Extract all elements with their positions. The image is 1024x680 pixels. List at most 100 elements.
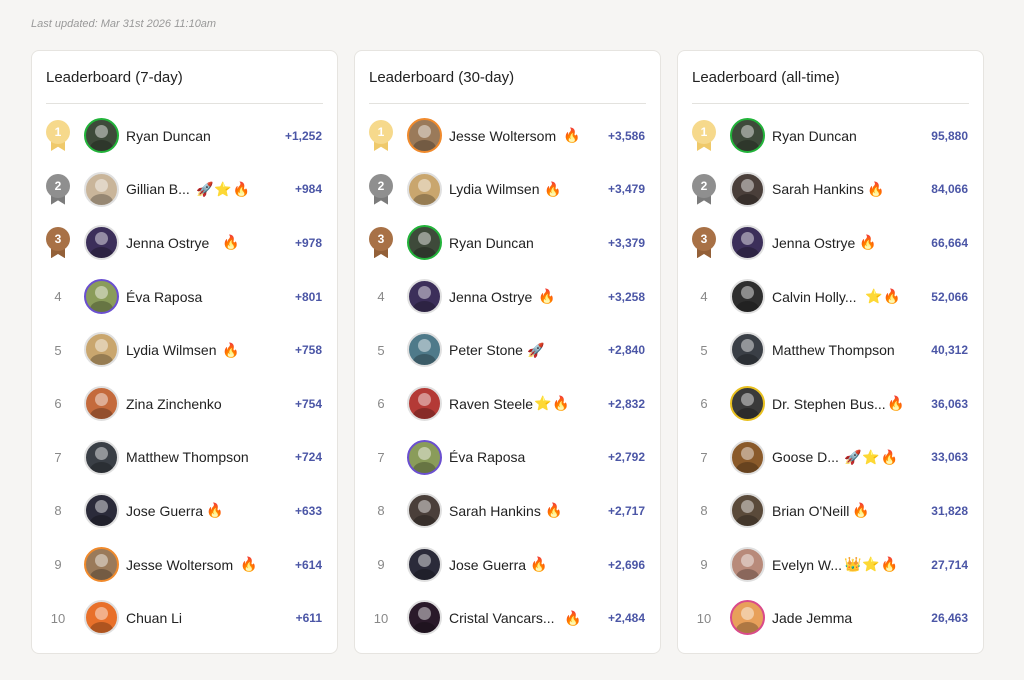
score-value: +2,696 [607, 557, 645, 572]
user-name[interactable]: Lydia Wilmsen [126, 342, 217, 359]
leaderboard-row[interactable]: 7 Goose D... 🚀⭐🔥 33,063 [678, 431, 983, 485]
user-name[interactable]: Ryan Duncan [126, 127, 211, 144]
leaderboard-row[interactable]: 5 Peter Stone 🚀 +2,840 [355, 323, 660, 377]
user-name[interactable]: Jesse Woltersom [449, 127, 557, 144]
avatar[interactable] [730, 278, 765, 314]
user-name[interactable]: Éva Raposa [126, 288, 203, 305]
avatar[interactable] [407, 493, 442, 529]
bronze-medal-icon: 3 [692, 227, 716, 259]
avatar[interactable] [730, 546, 765, 582]
user-name[interactable]: Jose Guerra [449, 556, 527, 573]
avatar[interactable] [407, 439, 442, 475]
leaderboard-row[interactable]: 2 Lydia Wilmsen 🔥 +3,479 [355, 163, 660, 217]
avatar[interactable] [407, 546, 442, 582]
user-name[interactable]: Jenna Ostrye [449, 288, 533, 305]
avatar[interactable] [407, 600, 442, 636]
avatar[interactable] [730, 332, 765, 368]
user-name[interactable]: Ryan Duncan [449, 234, 534, 251]
leaderboard-row[interactable]: 4 Calvin Holly... ⭐🔥 52,066 [678, 270, 983, 324]
leaderboard-row[interactable]: 8 Brian O'Neill 🔥 31,828 [678, 484, 983, 538]
user-name[interactable]: Lydia Wilmsen [449, 181, 540, 198]
user-name[interactable]: Brian O'Neill [772, 502, 850, 519]
leaderboard-row[interactable]: 7 Matthew Thompson +724 [32, 431, 337, 485]
avatar[interactable] [84, 171, 119, 207]
avatar[interactable] [407, 278, 442, 314]
gold-medal-icon: 1 [692, 120, 716, 152]
avatar[interactable] [730, 118, 765, 153]
leaderboard-row[interactable]: 3 Jenna Ostrye 🔥 +978 [32, 216, 337, 270]
user-name[interactable]: Matthew Thompson [772, 342, 895, 359]
avatar[interactable] [84, 546, 119, 582]
leaderboard-row[interactable]: 9 Jesse Woltersom 🔥 +614 [32, 538, 337, 592]
user-name[interactable]: Calvin Holly... [772, 288, 857, 305]
user-name[interactable]: Jenna Ostrye [126, 234, 210, 251]
leaderboard-row[interactable]: 8 Jose Guerra 🔥 +633 [32, 484, 337, 538]
avatar[interactable] [730, 600, 765, 636]
user-name[interactable]: Matthew Thompson [126, 449, 249, 466]
user-name[interactable]: Ryan Duncan [772, 127, 857, 144]
avatar[interactable] [84, 600, 119, 636]
user-name[interactable]: Evelyn W... [772, 556, 843, 573]
avatar[interactable] [730, 493, 765, 529]
avatar[interactable] [407, 385, 442, 421]
avatar[interactable] [730, 171, 765, 207]
avatar[interactable] [84, 225, 119, 261]
score-value: +3,258 [607, 289, 645, 304]
user-name[interactable]: Éva Raposa [449, 449, 526, 466]
user-name[interactable]: Jesse Woltersom [126, 556, 234, 573]
leaderboard-row[interactable]: 10 Cristal Vancars... 🔥 +2,484 [355, 591, 660, 645]
leaderboard-row[interactable]: 3 Jenna Ostrye 🔥 66,664 [678, 216, 983, 270]
avatar[interactable] [84, 332, 119, 368]
avatar[interactable] [407, 225, 442, 261]
score-value: 31,828 [931, 503, 968, 518]
leaderboard-row[interactable]: 6 Dr. Stephen Bus... 🔥 36,063 [678, 377, 983, 431]
leaderboard-row[interactable]: 10 Chuan Li +611 [32, 591, 337, 645]
user-name[interactable]: Sarah Hankins [772, 181, 864, 198]
leaderboard-row[interactable]: 4 Jenna Ostrye 🔥 +3,258 [355, 270, 660, 324]
avatar[interactable] [407, 332, 442, 368]
user-name[interactable]: Goose D... [772, 449, 839, 466]
leaderboard-row[interactable]: 7 Éva Raposa +2,792 [355, 431, 660, 485]
user-name[interactable]: Jenna Ostrye [772, 234, 856, 251]
rank-number: 5 [54, 342, 62, 358]
avatar[interactable] [84, 439, 119, 475]
leaderboard-row[interactable]: 9 Jose Guerra 🔥 +2,696 [355, 538, 660, 592]
leaderboard-row[interactable]: 2 Gillian B... 🚀⭐🔥 +984 [32, 163, 337, 217]
leaderboard-row[interactable]: 6 Raven Steele ⭐🔥 +2,832 [355, 377, 660, 431]
user-name[interactable]: Jade Jemma [772, 610, 853, 627]
user-name[interactable]: Dr. Stephen Bus... [772, 395, 886, 412]
user-name[interactable]: Chuan Li [126, 610, 183, 627]
leaderboard-row[interactable]: 1 Ryan Duncan 95,880 [678, 109, 983, 163]
leaderboard-row[interactable]: 9 Evelyn W... 👑⭐🔥 27,714 [678, 538, 983, 592]
score-value: +614 [294, 557, 322, 572]
score-value: +758 [294, 343, 322, 358]
leaderboard-row[interactable]: 1 Ryan Duncan +1,252 [32, 109, 337, 163]
leaderboard-row[interactable]: 8 Sarah Hankins 🔥 +2,717 [355, 484, 660, 538]
user-name[interactable]: Zina Zinchenko [126, 395, 222, 412]
leaderboard-row[interactable]: 5 Matthew Thompson 40,312 [678, 323, 983, 377]
user-name[interactable]: Cristal Vancars... [449, 610, 555, 627]
leaderboard-row[interactable]: 4 Éva Raposa +801 [32, 270, 337, 324]
avatar[interactable] [730, 385, 765, 421]
leaderboard-row[interactable]: 6 Zina Zinchenko +754 [32, 377, 337, 431]
achievement-badges: ⭐🔥 [534, 395, 571, 412]
leaderboard-row[interactable]: 5 Lydia Wilmsen 🔥 +758 [32, 323, 337, 377]
leaderboard-row[interactable]: 1 Jesse Woltersom 🔥 +3,586 [355, 109, 660, 163]
avatar[interactable] [730, 225, 765, 261]
leaderboard-row[interactable]: 2 Sarah Hankins 🔥 84,066 [678, 163, 983, 217]
user-name[interactable]: Sarah Hankins [449, 502, 541, 519]
user-name[interactable]: Gillian B... [126, 181, 190, 198]
avatar[interactable] [407, 118, 442, 153]
leaderboard-row[interactable]: 10 Jade Jemma 26,463 [678, 591, 983, 645]
rank-number: 7 [377, 449, 385, 465]
user-name[interactable]: Peter Stone [449, 342, 523, 359]
avatar[interactable] [730, 439, 765, 475]
avatar[interactable] [407, 171, 442, 207]
user-name[interactable]: Raven Steele [449, 395, 534, 412]
leaderboard-row[interactable]: 3 Ryan Duncan +3,379 [355, 216, 660, 270]
avatar[interactable] [84, 493, 119, 529]
user-name[interactable]: Jose Guerra [126, 502, 204, 519]
avatar[interactable] [84, 118, 119, 153]
avatar[interactable] [84, 278, 119, 314]
avatar[interactable] [84, 385, 119, 421]
